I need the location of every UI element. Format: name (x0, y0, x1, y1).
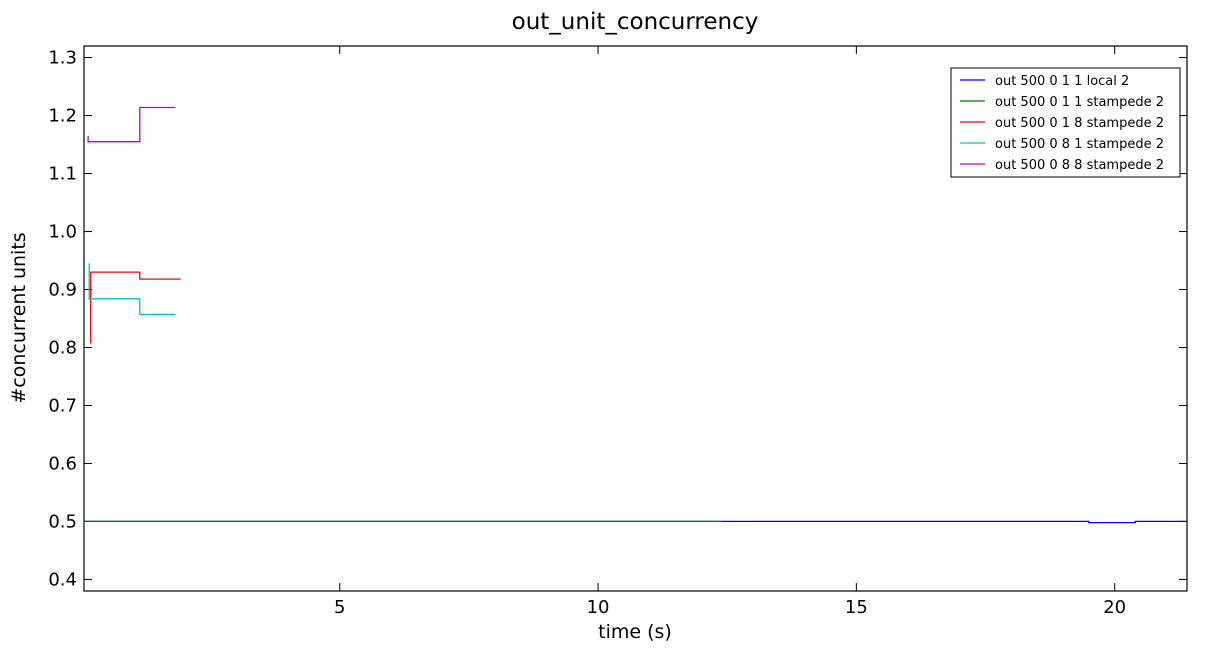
series-line-5 (87, 106, 176, 143)
series-line-3 (90, 271, 181, 344)
x-tick-label: 15 (845, 597, 868, 618)
y-tick-label: 1.0 (48, 222, 77, 243)
x-tick-label: 10 (587, 597, 610, 618)
x-tick-label: 5 (334, 597, 345, 618)
y-tick-label: 0.8 (48, 337, 77, 358)
legend-label-4: out 500 0 8 1 stampede 2 (995, 137, 1164, 152)
y-tick-label: 1.3 (48, 48, 77, 69)
legend-label-3: out 500 0 1 8 stampede 2 (995, 116, 1164, 131)
x-axis-label: time (s) (598, 621, 672, 643)
legend-label-1: out 500 0 1 1 local 2 (995, 74, 1129, 89)
x-axis: 5 10 15 20 (334, 46, 1126, 618)
legend: out 500 0 1 1 local 2 out 500 0 1 1 stamp… (950, 67, 1181, 178)
y-tick-label: 1.2 (48, 106, 77, 127)
series-line-1 (84, 520, 1187, 524)
y-axis-label: #concurrent units (8, 232, 30, 403)
series-lines (84, 106, 1187, 524)
x-tick-label: 20 (1103, 597, 1126, 618)
y-axis: 0.4 0.5 0.6 0.7 0.8 0.9 1.0 1.1 1.2 1.3 (48, 48, 1187, 590)
legend-box (950, 67, 1181, 178)
y-tick-label: 1.1 (48, 164, 77, 185)
y-tick-label: 0.9 (48, 280, 77, 301)
y-tick-label: 0.5 (48, 511, 77, 532)
legend-label-5: out 500 0 8 8 stampede 2 (995, 158, 1164, 173)
chart-title: out_unit_concurrency (512, 9, 759, 35)
series-line-4 (88, 263, 176, 316)
plot-frame (83, 45, 1188, 592)
y-tick-label: 0.4 (48, 569, 77, 590)
legend-label-2: out 500 0 1 1 stampede 2 (995, 95, 1164, 110)
y-tick-label: 0.7 (48, 395, 77, 416)
y-tick-label: 0.6 (48, 453, 77, 474)
